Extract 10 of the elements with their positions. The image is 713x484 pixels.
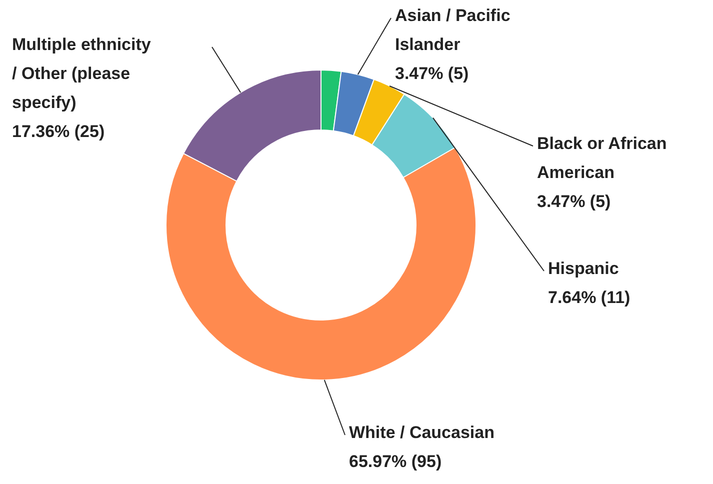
slice-label: Asian / Pacific Islander bbox=[395, 6, 510, 54]
data-label: 17.36% (25) bbox=[12, 122, 105, 141]
slice-label: Hispanic bbox=[548, 259, 619, 278]
slice-label: White / Caucasian bbox=[349, 423, 494, 442]
slice-label: Black or African American bbox=[537, 134, 667, 182]
data-label: 7.64% (11) bbox=[548, 288, 630, 307]
data-label: 65.97% (95) bbox=[349, 452, 442, 471]
data-label: 3.47% (5) bbox=[395, 64, 469, 83]
data-label: 3.47% (5) bbox=[537, 192, 611, 211]
slice-label: Multiple ethnicity / Other (please specify) bbox=[12, 35, 152, 112]
